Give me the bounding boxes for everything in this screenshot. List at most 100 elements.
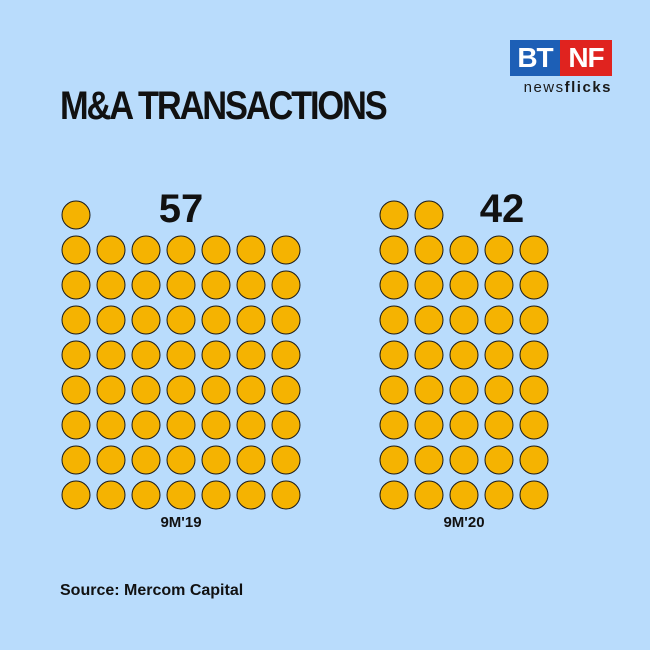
transaction-dot [61, 410, 91, 440]
transaction-dot [131, 305, 161, 335]
transaction-dot [131, 270, 161, 300]
transaction-dot [379, 445, 409, 475]
transaction-dot [271, 270, 301, 300]
transaction-dot [414, 445, 444, 475]
transaction-dot [201, 445, 231, 475]
transaction-dot [271, 410, 301, 440]
transaction-dot [271, 445, 301, 475]
transaction-dot [201, 305, 231, 335]
transaction-dot [484, 270, 514, 300]
transaction-dot [96, 445, 126, 475]
transaction-dot [201, 410, 231, 440]
value-label: 57 [159, 187, 204, 231]
transaction-dot [414, 305, 444, 335]
transaction-dot [201, 340, 231, 370]
transaction-dot [236, 375, 266, 405]
transaction-dot [236, 445, 266, 475]
brand-logo: BT NF newsflicks [510, 40, 612, 96]
transaction-dot [271, 305, 301, 335]
category-label: 9M'19 [160, 514, 201, 531]
transaction-dot [166, 480, 196, 510]
transaction-dot [379, 410, 409, 440]
transaction-dot [379, 480, 409, 510]
transaction-dot [519, 375, 549, 405]
logo-sub-bold: flicks [564, 79, 612, 96]
transaction-dot [96, 375, 126, 405]
transaction-dot [61, 445, 91, 475]
chart-title: M&A TRANSACTIONS [60, 84, 388, 128]
pictogram-group-1: 57 9M'19 [61, 187, 301, 531]
logo-bt: BT [510, 40, 560, 76]
transaction-dot [484, 305, 514, 335]
transaction-dot [519, 235, 549, 265]
transaction-dot [414, 375, 444, 405]
transaction-dot [484, 340, 514, 370]
transaction-dot [449, 235, 479, 265]
transaction-dot [236, 340, 266, 370]
transaction-dot [201, 235, 231, 265]
transaction-dot [414, 235, 444, 265]
pictogram-group-2: 42 9M'20 [379, 187, 549, 531]
transaction-dot [61, 340, 91, 370]
transaction-dot [131, 410, 161, 440]
transaction-dot [96, 410, 126, 440]
category-label: 9M'20 [443, 514, 484, 531]
transaction-dot [236, 410, 266, 440]
logo-subtitle: newsflicks [510, 79, 612, 96]
transaction-dot [61, 375, 91, 405]
transaction-dot [166, 375, 196, 405]
transaction-dot [61, 270, 91, 300]
transaction-dot [131, 480, 161, 510]
transaction-dot [519, 270, 549, 300]
transaction-dot [61, 480, 91, 510]
transaction-dot [449, 375, 479, 405]
transaction-dot [414, 340, 444, 370]
transaction-dot [449, 445, 479, 475]
transaction-dot [449, 410, 479, 440]
transaction-dot [379, 200, 409, 230]
transaction-dot [449, 270, 479, 300]
transaction-dot [61, 305, 91, 335]
transaction-dot [414, 200, 444, 230]
transaction-dot [379, 235, 409, 265]
transaction-dot [414, 270, 444, 300]
transaction-dot [96, 235, 126, 265]
transaction-dot [379, 305, 409, 335]
transaction-dot [166, 410, 196, 440]
transaction-dot [271, 480, 301, 510]
source-note: Source: Mercom Capital [60, 582, 244, 599]
transaction-dot [236, 305, 266, 335]
transaction-dot [166, 305, 196, 335]
transaction-dot [236, 480, 266, 510]
transaction-dot [131, 445, 161, 475]
transaction-dot [201, 375, 231, 405]
transaction-dot [379, 270, 409, 300]
transaction-dot [414, 410, 444, 440]
transaction-dot [131, 340, 161, 370]
transaction-dot [484, 445, 514, 475]
transaction-dot [271, 340, 301, 370]
transaction-dot [519, 410, 549, 440]
transaction-dot [484, 480, 514, 510]
transaction-dot [96, 305, 126, 335]
transaction-dot [166, 445, 196, 475]
transaction-dot [236, 235, 266, 265]
transaction-dot [484, 375, 514, 405]
transaction-dot [96, 340, 126, 370]
transaction-dot [61, 200, 91, 230]
transaction-dot [61, 235, 91, 265]
transaction-dot [519, 445, 549, 475]
transaction-dot [519, 340, 549, 370]
transaction-dot [484, 235, 514, 265]
transaction-dot [519, 305, 549, 335]
transaction-dot [166, 235, 196, 265]
transaction-dot [484, 410, 514, 440]
transaction-dot [379, 375, 409, 405]
transaction-dot [449, 340, 479, 370]
logo-nf: NF [560, 40, 612, 76]
transaction-dot [201, 270, 231, 300]
transaction-dot [131, 375, 161, 405]
transaction-dot [96, 270, 126, 300]
transaction-dot [236, 270, 266, 300]
